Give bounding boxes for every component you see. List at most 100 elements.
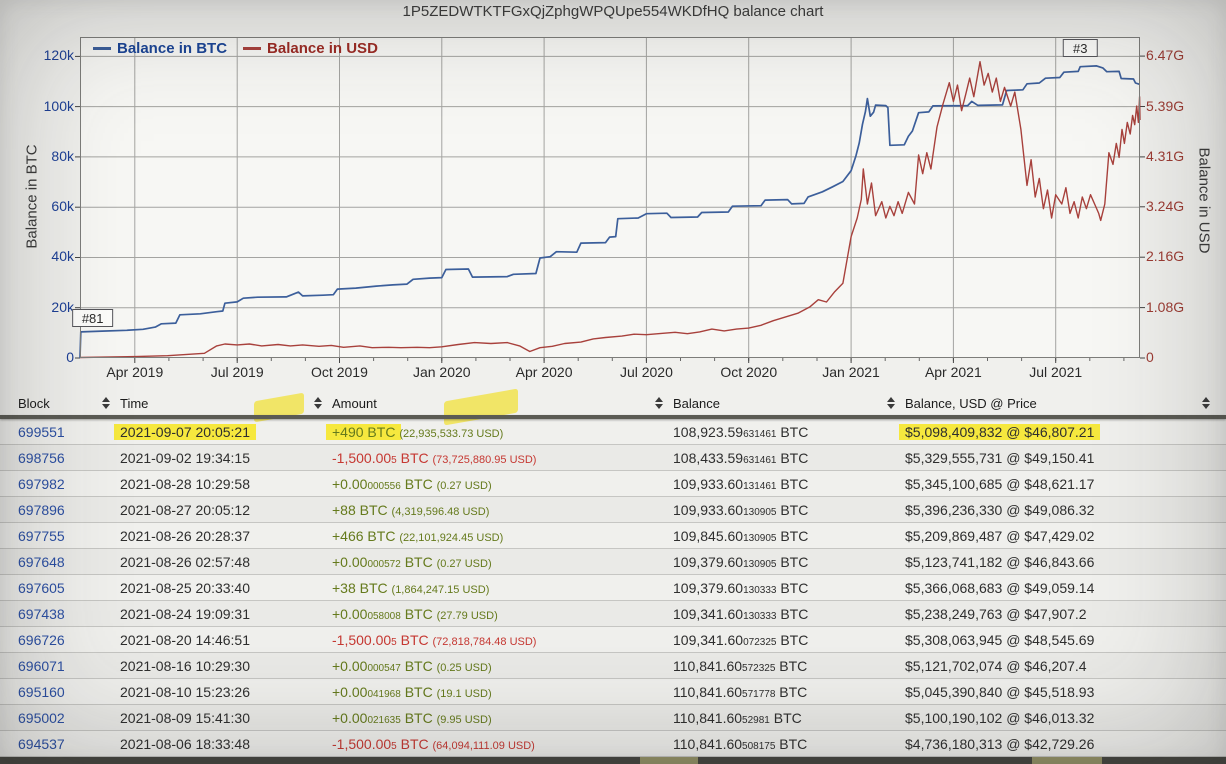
block-cell: 695160 bbox=[0, 679, 100, 704]
spacer bbox=[653, 471, 673, 496]
spacer bbox=[653, 627, 673, 652]
usd-price-cell: $5,045,390,840 @ $45,518.93 bbox=[905, 684, 1095, 700]
spacer bbox=[885, 497, 905, 522]
block-link[interactable]: 697982 bbox=[18, 476, 65, 492]
table-row: 698756 2021-09-02 19:34:15 -1,500.005 BTC … bbox=[0, 445, 1226, 471]
y-axis-tick-label-right: 5.39G bbox=[1146, 97, 1185, 114]
legend-item[interactable]: Balance in BTC bbox=[93, 40, 227, 57]
x-axis-tick-label: Jul 2020 bbox=[619, 364, 673, 380]
amount-cell: -1,500.005 BTC (64,094,111.09 USD) bbox=[332, 736, 535, 752]
block-link[interactable]: 697755 bbox=[18, 528, 65, 544]
usd-price-cell: $5,308,063,945 @ $48,545.69 bbox=[905, 632, 1095, 648]
legend-label: Balance in USD bbox=[267, 39, 378, 57]
y-axis-tick-label-right: 0 bbox=[1146, 349, 1154, 365]
table-row: 695002 2021-08-09 15:41:30 +0.00021635 BTC… bbox=[0, 705, 1226, 731]
y-axis-tick-label-left: 40k bbox=[51, 248, 74, 265]
block-link[interactable]: 695002 bbox=[18, 710, 65, 726]
header-usd-price[interactable]: Balance, USD @ Price bbox=[905, 396, 1037, 411]
amount-cell: +0.00000556 BTC (0.27 USD) bbox=[332, 476, 492, 492]
bottom-strip bbox=[0, 757, 1226, 764]
legend-item[interactable]: Balance in USD bbox=[243, 40, 378, 57]
spacer bbox=[885, 731, 905, 756]
y-axis-tick-label-right: 3.24G bbox=[1146, 197, 1185, 214]
spacer bbox=[653, 393, 673, 415]
spacer bbox=[100, 653, 120, 678]
spacer bbox=[312, 393, 332, 415]
spacer bbox=[100, 705, 120, 730]
spacer bbox=[653, 419, 673, 444]
spacer bbox=[653, 731, 673, 756]
balance-cell: 110,841.60508175 BTC bbox=[673, 736, 808, 752]
block-cell: 698756 bbox=[0, 445, 100, 470]
usd-price-cell: $5,209,869,487 @ $47,429.02 bbox=[905, 528, 1095, 544]
highlight-mark bbox=[1032, 757, 1102, 764]
spacer bbox=[312, 471, 332, 496]
spacer bbox=[885, 575, 905, 600]
block-link[interactable]: 696071 bbox=[18, 658, 65, 674]
chart-legend: Balance in BTC Balance in USD bbox=[93, 38, 378, 58]
block-link[interactable]: 697438 bbox=[18, 606, 65, 622]
block-link[interactable]: 696726 bbox=[18, 632, 65, 648]
usd-price-cell: $5,121,702,074 @ $46,207.4 bbox=[905, 658, 1087, 674]
block-link[interactable]: 694537 bbox=[18, 736, 65, 752]
table-header-row: Block Time Amount Balance Balance, USD @… bbox=[0, 393, 1226, 415]
x-axis-tick-label: Oct 2019 bbox=[311, 364, 368, 380]
block-link[interactable]: 699551 bbox=[18, 424, 65, 440]
sort-icon[interactable] bbox=[1202, 397, 1210, 409]
header-time[interactable]: Time bbox=[120, 396, 149, 411]
y-axis-title-left: Balance in BTC bbox=[23, 144, 41, 249]
block-cell: 697648 bbox=[0, 549, 100, 574]
time-cell: 2021-08-24 19:09:31 bbox=[120, 606, 250, 622]
spacer bbox=[885, 627, 905, 652]
spacer bbox=[653, 705, 673, 730]
table-row: 697438 2021-08-24 19:09:31 +0.00058008 BTC… bbox=[0, 601, 1226, 627]
spacer bbox=[1200, 419, 1226, 444]
sort-icon[interactable] bbox=[887, 397, 895, 409]
sort-icon[interactable] bbox=[655, 397, 663, 409]
time-cell: 2021-08-16 10:29:30 bbox=[120, 658, 250, 674]
spacer bbox=[653, 445, 673, 470]
spacer bbox=[100, 497, 120, 522]
usd-price-cell: $5,100,190,102 @ $46,013.32 bbox=[905, 710, 1095, 726]
sort-icon[interactable] bbox=[102, 397, 110, 409]
spacer bbox=[312, 575, 332, 600]
x-axis-tick-label: Apr 2019 bbox=[106, 364, 164, 380]
block-link[interactable]: 698756 bbox=[18, 450, 65, 466]
amount-cell: +0.00000572 BTC (0.27 USD) bbox=[332, 554, 492, 570]
spacer bbox=[653, 523, 673, 548]
spacer bbox=[885, 679, 905, 704]
spacer bbox=[100, 523, 120, 548]
balance-cell: 110,841.60571778 BTC bbox=[673, 684, 808, 700]
amount-cell: +38 BTC (1,864,247.15 USD) bbox=[332, 580, 490, 596]
block-link[interactable]: 697605 bbox=[18, 580, 65, 596]
balance-cell: 109,845.60130905 BTC bbox=[673, 528, 809, 544]
block-link[interactable]: 697896 bbox=[18, 502, 65, 518]
block-link[interactable]: 697648 bbox=[18, 554, 65, 570]
time-cell: 2021-08-10 15:23:26 bbox=[120, 684, 250, 700]
transactions-table: Block Time Amount Balance Balance, USD @… bbox=[0, 393, 1226, 757]
balance-cell: 108,433.59631461 BTC bbox=[673, 450, 809, 466]
legend-line-icon bbox=[93, 46, 111, 50]
spacer bbox=[1200, 549, 1226, 574]
usd-price-cell: $5,329,555,731 @ $49,150.41 bbox=[905, 450, 1095, 466]
usd-price-cell: $5,345,100,685 @ $48,621.17 bbox=[905, 476, 1095, 492]
spacer bbox=[1200, 731, 1226, 756]
x-axis-tick-label: Jan 2020 bbox=[412, 364, 471, 380]
block-cell: 695002 bbox=[0, 705, 100, 730]
header-balance[interactable]: Balance bbox=[673, 396, 720, 411]
spacer bbox=[885, 653, 905, 678]
spacer bbox=[885, 419, 905, 444]
header-amount[interactable]: Amount bbox=[332, 396, 377, 411]
header-block[interactable]: Block bbox=[18, 396, 50, 411]
spacer bbox=[100, 575, 120, 600]
y-axis-tick-label-right: 6.47G bbox=[1146, 47, 1185, 64]
block-link[interactable]: 695160 bbox=[18, 684, 65, 700]
spacer bbox=[653, 549, 673, 574]
block-cell: 697605 bbox=[0, 575, 100, 600]
y-axis-tick-label-left: 120k bbox=[43, 47, 74, 64]
sort-icon[interactable] bbox=[314, 397, 322, 409]
time-cell: 2021-08-27 20:05:12 bbox=[120, 502, 250, 518]
usd-price-cell: $5,098,409,832 @ $46,807.21 bbox=[905, 424, 1095, 440]
usd-price-cell: $5,366,068,683 @ $49,059.14 bbox=[905, 580, 1095, 596]
